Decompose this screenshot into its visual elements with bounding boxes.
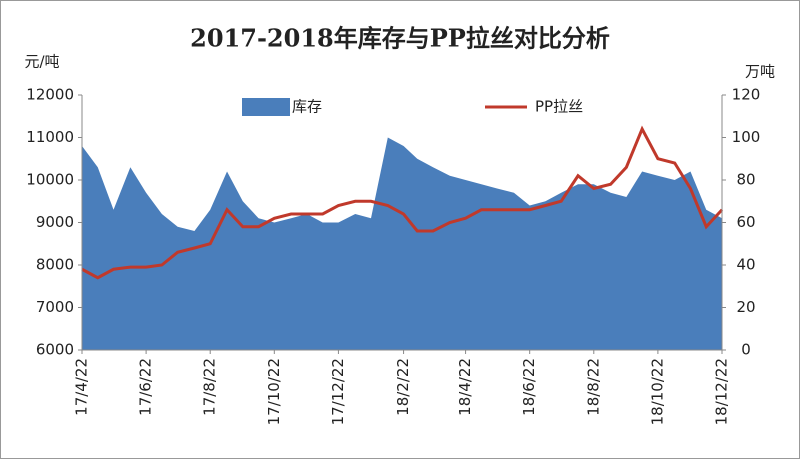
x-tick-label: 17/12/22	[329, 358, 347, 425]
y-tick-label: 6000	[36, 341, 74, 359]
y-axis-label: 元/吨	[24, 53, 59, 71]
legend-swatch	[242, 98, 290, 116]
line	[81, 125, 724, 280]
x-tick-label: 18/8/22	[584, 358, 602, 416]
y-tick-label: 12000	[26, 86, 74, 104]
y2-tick-label: 100	[732, 128, 761, 146]
y-tick-label: 8000	[36, 256, 74, 274]
area	[82, 137, 722, 350]
y-tick-label: 11000	[26, 128, 74, 146]
x-tick-label: 18/4/22	[456, 358, 474, 416]
x-tick-label: 17/6/22	[137, 358, 155, 416]
y-tick-label: 10000	[26, 171, 74, 189]
y-tick-label: 9000	[36, 213, 74, 231]
y2-tick-label: 40	[736, 256, 755, 274]
chart-title: 2017-2018年库存与PP拉丝对比分析	[190, 24, 610, 53]
legend-label: PP拉丝	[535, 98, 583, 116]
x-tick-label: 18/2/22	[394, 358, 412, 416]
y2-tick-label: 120	[732, 86, 761, 104]
y2-tick-label: 80	[736, 171, 755, 189]
legend-label: 库存	[292, 98, 322, 116]
x-tick-label: 17/10/22	[265, 358, 283, 425]
y2-tick-label: 0	[741, 341, 751, 359]
x-tick-label: 18/6/22	[520, 358, 538, 416]
x-tick-label: 18/10/22	[648, 358, 666, 425]
x-tick-label: 18/12/22	[713, 358, 731, 425]
y2-tick-label: 60	[736, 213, 755, 231]
x-tick-label: 17/4/22	[73, 358, 91, 416]
x-tick-label: 17/8/22	[201, 358, 219, 416]
y-tick-label: 7000	[36, 298, 74, 316]
y2-tick-label: 20	[736, 298, 755, 316]
y2-axis-label: 万吨	[745, 63, 775, 81]
